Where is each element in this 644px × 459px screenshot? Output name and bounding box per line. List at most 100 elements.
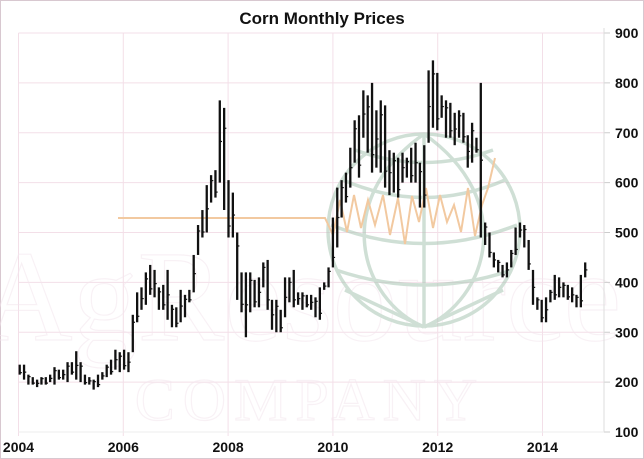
- price-bar: [44, 377, 48, 385]
- price-bar: [109, 359, 114, 375]
- x-tick-label: 2012: [422, 439, 453, 455]
- price-bar: [236, 232, 240, 300]
- axes: [18, 28, 610, 433]
- price-bar: [309, 294, 314, 310]
- price-bar: [453, 112, 457, 146]
- price-bar: [379, 100, 383, 173]
- price-bar: [231, 192, 236, 238]
- price-bar: [475, 137, 479, 153]
- price-bar: [27, 374, 31, 385]
- price-bar: [362, 90, 366, 138]
- price-bar: [457, 110, 462, 138]
- y-tick-label: 800: [615, 75, 639, 91]
- price-bar: [483, 222, 488, 245]
- price-bar: [336, 187, 340, 248]
- price-bar: [514, 227, 518, 255]
- price-bar: [35, 379, 40, 388]
- price-bar: [527, 239, 531, 270]
- price-bar: [510, 249, 514, 268]
- price-bar: [114, 349, 118, 370]
- price-bar: [88, 377, 92, 385]
- price-bar: [270, 299, 275, 330]
- price-bar: [257, 277, 262, 308]
- price-bar: [240, 272, 244, 313]
- price-bar: [531, 269, 536, 305]
- price-bar: [275, 299, 279, 333]
- price-bar: [370, 82, 375, 173]
- y-tick-label: 400: [615, 274, 639, 290]
- price-bar: [414, 142, 418, 183]
- price-bar: [262, 262, 266, 288]
- price-bar: [314, 297, 318, 318]
- price-bar: [188, 289, 192, 303]
- price-bar: [557, 277, 562, 298]
- price-bar: [331, 217, 336, 268]
- price-bar: [135, 292, 140, 323]
- price-bar: [149, 264, 153, 295]
- x-tick-label: 2004: [3, 439, 34, 455]
- price-bar: [544, 297, 549, 323]
- price-bar: [427, 70, 431, 143]
- price-bar: [396, 157, 401, 198]
- price-bar: [553, 274, 557, 300]
- price-bar: [418, 162, 423, 208]
- price-bar: [549, 289, 553, 303]
- price-bars: [18, 60, 588, 390]
- price-bar: [540, 299, 544, 323]
- price-bar: [288, 277, 292, 303]
- y-tick-label: 100: [615, 424, 639, 440]
- price-bar: [214, 170, 218, 198]
- y-tick-label: 600: [615, 175, 639, 191]
- price-bar: [444, 100, 449, 138]
- price-bar: [79, 362, 83, 383]
- price-bar: [492, 252, 497, 268]
- price-bar: [162, 284, 166, 310]
- price-bar: [575, 294, 579, 308]
- price-bar: [305, 294, 309, 308]
- y-tick-label: 200: [615, 374, 639, 390]
- price-bar: [253, 279, 257, 308]
- price-bar: [244, 272, 249, 338]
- price-bar: [57, 369, 62, 380]
- price-bar: [40, 377, 44, 385]
- price-bar: [49, 374, 53, 383]
- price-bar: [401, 152, 405, 183]
- price-bar: [353, 120, 357, 163]
- price-bar: [209, 175, 214, 203]
- price-bar: [96, 374, 101, 388]
- price-bar: [122, 349, 127, 370]
- price-bar: [170, 304, 175, 328]
- x-tick-label: 2008: [213, 439, 244, 455]
- price-bar: [488, 232, 492, 258]
- price-bar: [392, 152, 396, 193]
- price-bar: [505, 262, 510, 278]
- price-bar: [301, 292, 305, 310]
- price-bar: [357, 115, 362, 178]
- price-bar: [127, 352, 131, 373]
- y-tick-label: 300: [615, 324, 639, 340]
- price-bar: [536, 297, 540, 310]
- price-bar: [340, 180, 344, 218]
- price-bar: [292, 269, 296, 308]
- price-bar: [175, 307, 179, 328]
- price-bar: [157, 287, 162, 310]
- price-bar: [383, 105, 388, 188]
- price-bar: [131, 314, 135, 353]
- price-bar: [584, 262, 588, 278]
- price-bar: [470, 122, 475, 163]
- x-tick-label: 2006: [108, 439, 139, 455]
- price-bar: [562, 282, 566, 298]
- price-bar: [571, 287, 575, 303]
- y-tick-label: 900: [615, 25, 639, 41]
- price-bar: [18, 364, 22, 375]
- price-bar: [296, 292, 301, 305]
- price-bar: [518, 222, 523, 238]
- price-bar: [579, 274, 584, 308]
- price-bar: [53, 367, 57, 385]
- price-bar: [222, 107, 227, 211]
- price-bar: [183, 294, 188, 318]
- price-bar: [31, 377, 35, 385]
- price-bar: [249, 272, 253, 313]
- price-bar: [144, 272, 149, 305]
